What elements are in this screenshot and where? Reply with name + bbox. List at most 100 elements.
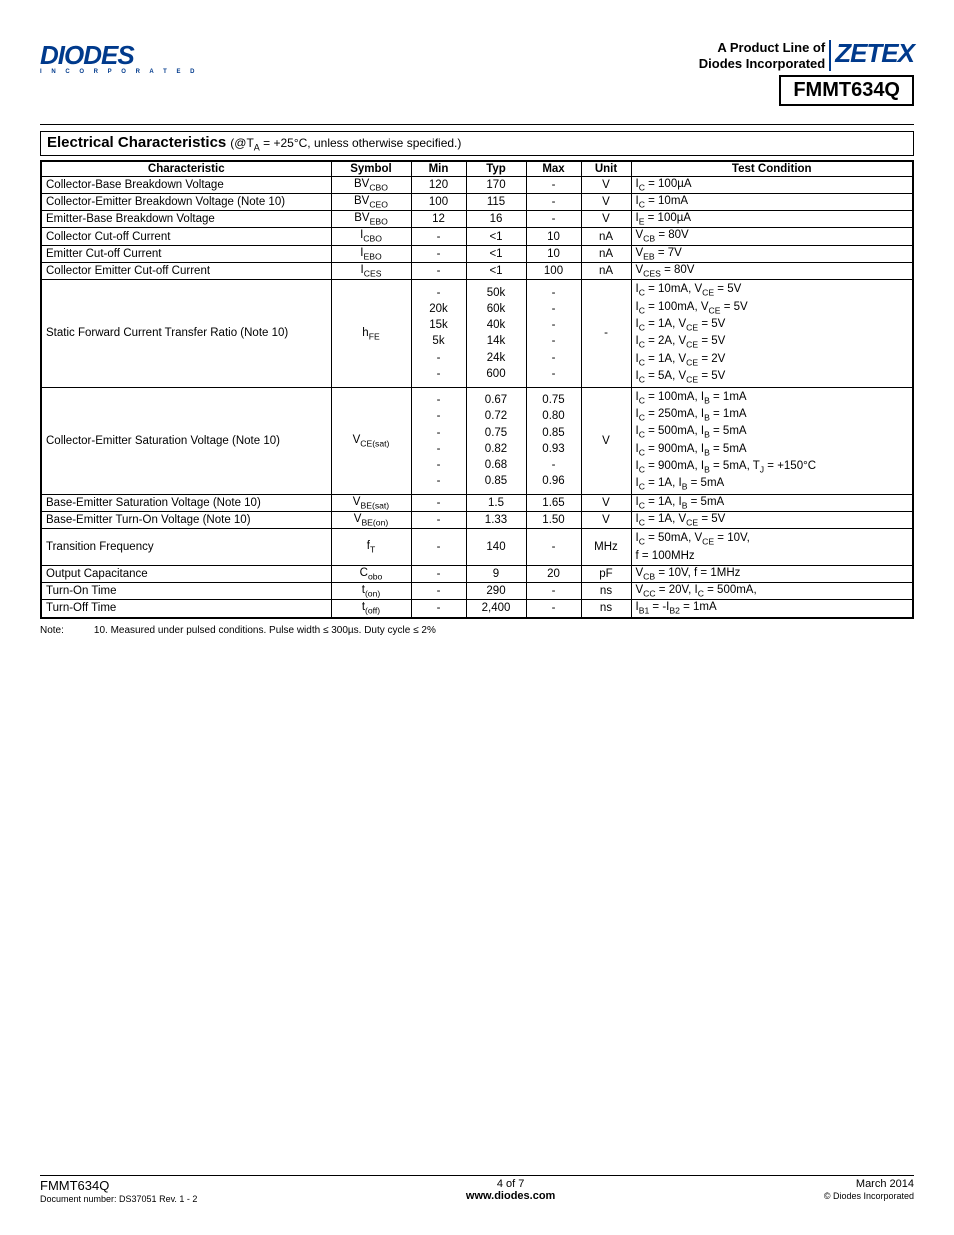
part-number: FMMT634Q <box>793 79 900 101</box>
table-cell: 170 <box>466 176 526 193</box>
table-cell: Collector-Emitter Saturation Voltage (No… <box>41 387 331 494</box>
table-cell: VCE(sat) <box>331 387 411 494</box>
divider <box>40 124 914 125</box>
table-cell: ns <box>581 600 631 618</box>
diodes-logo-sub: I N C O R P O R A T E D <box>40 69 198 75</box>
table-cell: ICBO <box>331 228 411 245</box>
section-condition: (@TA = +25°C, unless otherwise specified… <box>230 136 461 152</box>
table-cell: 1.50 <box>526 511 581 528</box>
table-cell: Transition Frequency <box>41 529 331 565</box>
footer-mid: 4 of 7 www.diodes.com <box>466 1178 555 1205</box>
table-cell: Base-Emitter Turn-On Voltage (Note 10) <box>41 511 331 528</box>
table-cell: - <box>411 511 466 528</box>
zetex-logo: ZETEX <box>835 40 914 66</box>
section-title: Electrical Characteristics <box>47 134 226 151</box>
table-cell: fT <box>331 529 411 565</box>
table-cell: Collector Cut-off Current <box>41 228 331 245</box>
table-note: Note: 10. Measured under pulsed conditio… <box>40 625 914 636</box>
table-cell: VEB = 7V <box>631 245 913 262</box>
table-cell: Static Forward Current Transfer Ratio (N… <box>41 280 331 387</box>
table-cell: Emitter-Base Breakdown Voltage <box>41 211 331 228</box>
col-header: Unit <box>581 161 631 177</box>
product-line-text: A Product Line of Diodes Incorporated <box>699 40 831 71</box>
table-cell: hFE <box>331 280 411 387</box>
table-cell: 1.65 <box>526 494 581 511</box>
table-cell: MHz <box>581 529 631 565</box>
table-row: Static Forward Current Transfer Ratio (N… <box>41 280 913 387</box>
table-cell: 140 <box>466 529 526 565</box>
table-cell: <1 <box>466 228 526 245</box>
col-header: Min <box>411 161 466 177</box>
table-cell: - <box>411 228 466 245</box>
section-heading: Electrical Characteristics (@TA = +25°C,… <box>40 131 914 155</box>
table-cell: V <box>581 511 631 528</box>
table-cell: IC = 10mA <box>631 193 913 210</box>
table-row: Base-Emitter Turn-On Voltage (Note 10)VB… <box>41 511 913 528</box>
table-cell: IC = 100mA, IB = 1mAIC = 250mA, IB = 1mA… <box>631 387 913 494</box>
table-cell: 0.670.720.750.820.680.85 <box>466 387 526 494</box>
col-header: Max <box>526 161 581 177</box>
table-cell: 9 <box>466 565 526 582</box>
footer-date: March 2014 <box>856 1178 914 1190</box>
table-cell: BVCEO <box>331 193 411 210</box>
table-cell: 1.33 <box>466 511 526 528</box>
table-cell: pF <box>581 565 631 582</box>
table-cell: - <box>526 176 581 193</box>
table-cell: t(on) <box>331 583 411 600</box>
table-cell: V <box>581 387 631 494</box>
footer-right: March 2014 © Diodes Incorporated <box>824 1178 914 1205</box>
table-row: Emitter Cut-off CurrentIEBO-<110nAVEB = … <box>41 245 913 262</box>
table-cell: 10 <box>526 228 581 245</box>
table-row: Base-Emitter Saturation Voltage (Note 10… <box>41 494 913 511</box>
table-cell: - <box>411 245 466 262</box>
col-header: Symbol <box>331 161 411 177</box>
table-cell: IC = 10mA, VCE = 5VIC = 100mA, VCE = 5VI… <box>631 280 913 387</box>
page-footer: FMMT634Q Document number: DS37051 Rev. 1… <box>40 1175 914 1205</box>
col-header: Test Condition <box>631 161 913 177</box>
table-cell: - <box>411 529 466 565</box>
table-cell: - <box>411 600 466 618</box>
table-cell: nA <box>581 263 631 280</box>
table-cell: Turn-Off Time <box>41 600 331 618</box>
table-cell: Base-Emitter Saturation Voltage (Note 10… <box>41 494 331 511</box>
table-cell: 16 <box>466 211 526 228</box>
table-cell: 115 <box>466 193 526 210</box>
table-cell: nA <box>581 245 631 262</box>
table-cell: 20 <box>526 565 581 582</box>
table-cell: VBE(on) <box>331 511 411 528</box>
table-cell: 2,400 <box>466 600 526 618</box>
col-header: Typ <box>466 161 526 177</box>
table-cell: Collector Emitter Cut-off Current <box>41 263 331 280</box>
table-row: Turn-On Timet(on)-290-nsVCC = 20V, IC = … <box>41 583 913 600</box>
table-cell: VCB = 80V <box>631 228 913 245</box>
table-cell: 120 <box>411 176 466 193</box>
table-cell: 1.5 <box>466 494 526 511</box>
footer-url: www.diodes.com <box>466 1190 555 1202</box>
table-cell: ------ <box>526 280 581 387</box>
footer-left: FMMT634Q Document number: DS37051 Rev. 1… <box>40 1178 197 1205</box>
table-cell: Collector-Emitter Breakdown Voltage (Not… <box>41 193 331 210</box>
table-cell: t(off) <box>331 600 411 618</box>
table-cell: 290 <box>466 583 526 600</box>
table-cell: IE = 100µA <box>631 211 913 228</box>
table-cell: 0.750.800.850.93-0.96 <box>526 387 581 494</box>
table-cell: VCB = 10V, f = 1MHz <box>631 565 913 582</box>
table-cell: - <box>526 193 581 210</box>
table-cell: Output Capacitance <box>41 565 331 582</box>
product-line-2: Diodes Incorporated <box>699 56 825 71</box>
col-header: Characteristic <box>41 161 331 177</box>
table-cell: Collector-Base Breakdown Voltage <box>41 176 331 193</box>
table-cell: Turn-On Time <box>41 583 331 600</box>
table-cell: IEBO <box>331 245 411 262</box>
header-right: A Product Line of Diodes Incorporated ZE… <box>699 40 914 106</box>
page-header: DIODES I N C O R P O R A T E D A Product… <box>40 40 914 106</box>
table-cell: 50k60k40k14k24k600 <box>466 280 526 387</box>
table-cell: <1 <box>466 245 526 262</box>
diodes-logo: DIODES I N C O R P O R A T E D <box>40 40 198 75</box>
table-cell: Emitter Cut-off Current <box>41 245 331 262</box>
table-cell: VCC = 20V, IC = 500mA, <box>631 583 913 600</box>
table-cell: V <box>581 176 631 193</box>
table-cell: ------ <box>411 387 466 494</box>
table-row: Collector Cut-off CurrentICBO-<110nAVCB … <box>41 228 913 245</box>
spec-table: CharacteristicSymbolMinTypMaxUnitTest Co… <box>40 160 914 619</box>
